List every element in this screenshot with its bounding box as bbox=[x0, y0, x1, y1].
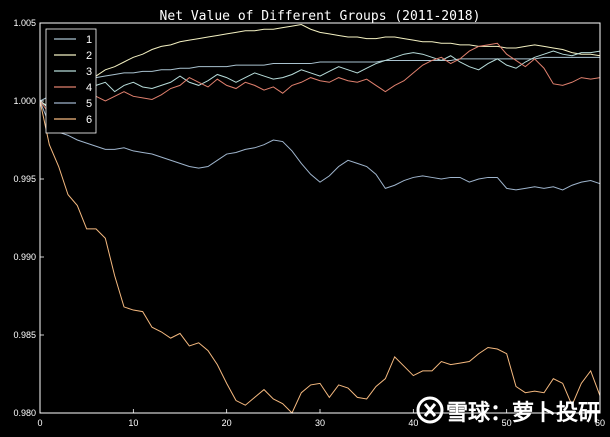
y-tick-label: 0.990 bbox=[13, 252, 36, 262]
series-line-4 bbox=[39, 42, 601, 115]
x-tick-label: 0 bbox=[37, 418, 42, 428]
x-tick-label: 50 bbox=[502, 418, 512, 428]
legend-label-5: 5 bbox=[86, 98, 92, 110]
legend: 1 2 3 4 5 6 bbox=[45, 28, 97, 134]
x-tick-label: 30 bbox=[315, 418, 325, 428]
legend-label-1: 1 bbox=[86, 34, 92, 46]
y-tick-label: 1.005 bbox=[13, 18, 36, 28]
snowball-logo-icon bbox=[416, 396, 444, 424]
watermark-text: 雪球：萝卜投研 bbox=[446, 400, 600, 426]
legend-label-3: 3 bbox=[86, 66, 92, 78]
y-tick-label: 0.985 bbox=[13, 330, 36, 340]
x-tick-label: 40 bbox=[408, 418, 418, 428]
series-line-6 bbox=[39, 100, 601, 414]
x-tick-label: 10 bbox=[128, 418, 138, 428]
x-tick-label: 60 bbox=[595, 418, 605, 428]
watermark: 雪球：萝卜投研 bbox=[416, 396, 600, 426]
y-tick-label: 0.980 bbox=[13, 408, 36, 418]
y-tick-label: 1.000 bbox=[13, 96, 36, 106]
x-tick-label: 20 bbox=[222, 418, 232, 428]
series-line-1 bbox=[39, 56, 600, 102]
y-axis-ticks: 0.980 0.985 0.990 0.995 1.000 1.005 bbox=[13, 18, 44, 418]
legend-label-2: 2 bbox=[86, 50, 92, 62]
series-line-5 bbox=[39, 100, 601, 191]
x-axis-ticks: 0 10 20 30 40 50 60 bbox=[37, 409, 605, 428]
plot-lines bbox=[39, 24, 601, 414]
legend-box bbox=[45, 28, 97, 134]
legend-label-6: 6 bbox=[86, 114, 92, 126]
legend-label-4: 4 bbox=[86, 82, 92, 94]
chart-title: Net Value of Different Groups (2011-2018… bbox=[160, 9, 481, 24]
y-tick-label: 0.995 bbox=[13, 174, 36, 184]
series-line-2 bbox=[39, 24, 601, 108]
series-line-3 bbox=[39, 50, 601, 110]
